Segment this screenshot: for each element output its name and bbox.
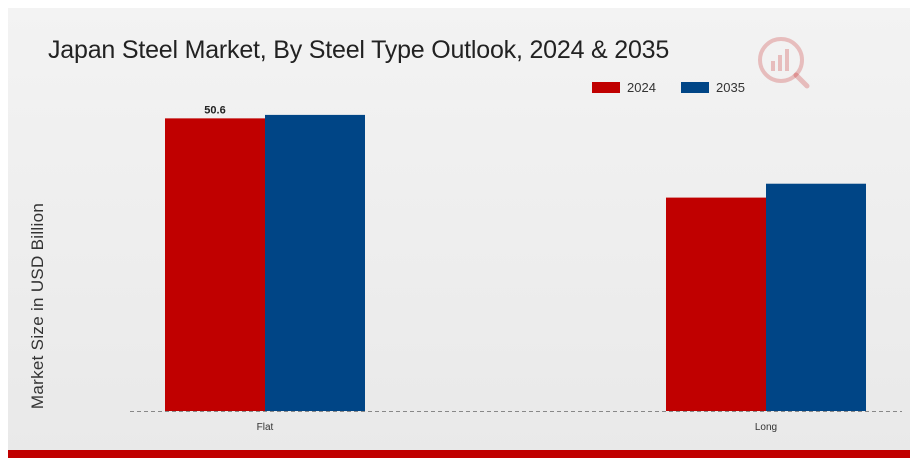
market-research-logo-icon (754, 33, 812, 91)
footer-accent-bar (8, 450, 910, 458)
y-axis-label: Market Size in USD Billion (28, 202, 47, 410)
x-tick-label-flat: Flat (257, 422, 274, 433)
data-label-flat-2024: 50.6 (204, 104, 225, 116)
legend-item-2024: 2024 (592, 80, 656, 95)
legend-label-2024: 2024 (627, 80, 656, 95)
x-tick-label-long: Long (755, 422, 777, 433)
legend-item-2035: 2035 (681, 80, 745, 95)
legend-swatch-2035 (681, 82, 709, 93)
legend-label-2035: 2035 (716, 80, 745, 95)
chart-title: Japan Steel Market, By Steel Type Outloo… (48, 36, 670, 64)
bar-flat-2035 (265, 114, 365, 411)
bar-long-2035 (766, 183, 866, 411)
bar-flat-2024 (165, 118, 265, 411)
bar-long-2024 (666, 197, 766, 411)
legend-swatch-2024 (592, 82, 620, 93)
